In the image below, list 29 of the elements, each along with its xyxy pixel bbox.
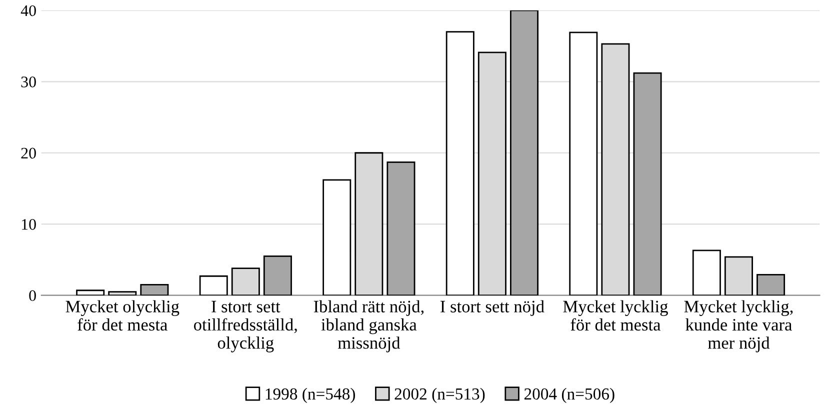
bar [76, 290, 105, 296]
bar [633, 72, 662, 296]
y-tick-label: 0 [29, 290, 36, 302]
bar [386, 161, 416, 296]
y-tick-label: 10 [22, 219, 36, 230]
bar [231, 268, 260, 296]
y-tick-label: 30 [21, 76, 36, 88]
bar [199, 275, 228, 296]
bar [140, 284, 169, 296]
bar [724, 256, 753, 296]
x-tick-label: Mycket lycklig för det mesta [563, 300, 668, 331]
bar [322, 179, 352, 296]
x-tick-label: Ibland rätt nöjd, ibland ganska missnöjd [314, 300, 424, 352]
bar [510, 10, 538, 296]
bar [446, 31, 474, 296]
bar [569, 32, 598, 296]
bar [756, 274, 786, 296]
bar [108, 291, 137, 296]
bar [263, 255, 292, 296]
legend-label: 1998 (n=548) [266, 388, 355, 404]
legend-label: 2004 (n=506) [524, 388, 614, 404]
bar [692, 250, 721, 296]
x-tick-label: I stort sett otillfredsställd, olycklig [194, 300, 297, 352]
x-tick-label: Mycket lycklig, kunde inte vara mer nöjd [684, 300, 793, 352]
x-tick-label: I stort sett nöjd [440, 300, 544, 316]
x-tick-label: Mycket olycklig för det mesta [66, 300, 180, 331]
y-tick-label: 20 [21, 148, 36, 159]
y-tick-label: 40 [20, 5, 36, 16]
legend-label: 2002 (n=513) [394, 388, 485, 404]
